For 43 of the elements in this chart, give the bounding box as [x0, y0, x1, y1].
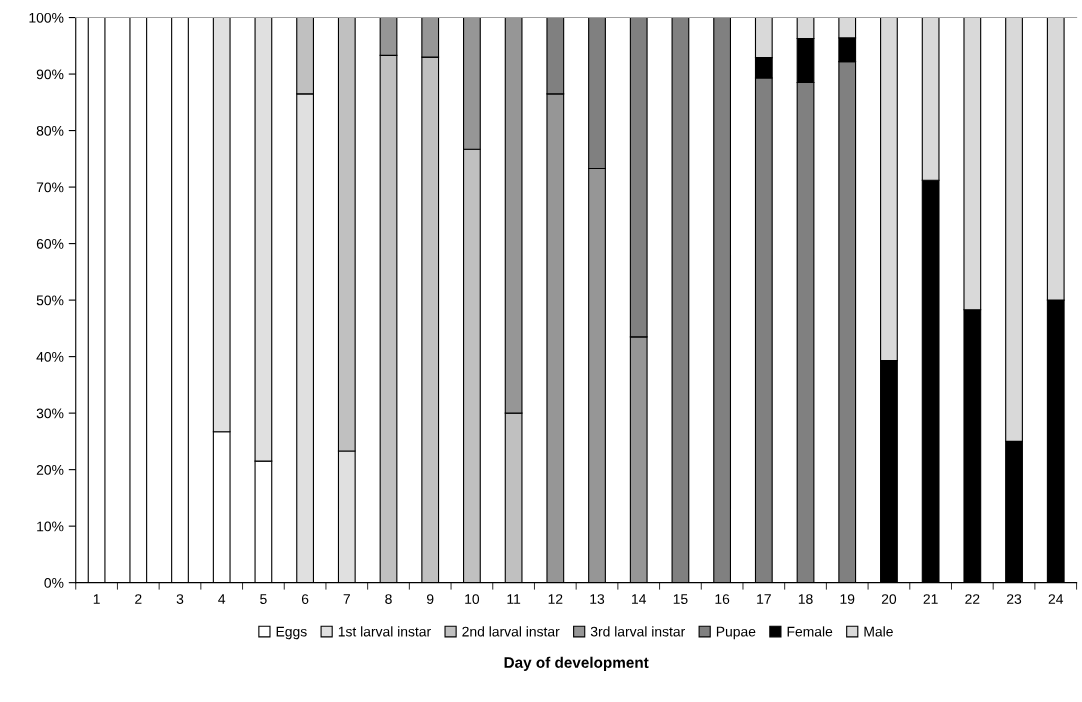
- legend-label: Pupae: [716, 626, 756, 640]
- legend-label: Female: [787, 626, 833, 637]
- x-tick-label: 14: [632, 594, 647, 604]
- x-tick-label: 13: [590, 594, 605, 604]
- y-tick-label: 70%: [36, 182, 64, 193]
- legend-label: Eggs: [276, 626, 307, 640]
- legend-label: 1st larval instar: [338, 626, 431, 637]
- x-tick-label: 17: [757, 594, 771, 604]
- legend-label: Male: [864, 626, 893, 637]
- y-tick-label: 100%: [29, 12, 64, 23]
- x-tick-label: 8: [385, 594, 392, 604]
- x-tick-label: 6: [301, 594, 309, 604]
- x-tick-label: 12: [548, 594, 563, 604]
- x-tick-label: 15: [673, 594, 688, 604]
- x-tick-label: 21: [923, 594, 938, 604]
- x-tick-label: 24: [1048, 594, 1064, 604]
- x-tick-label: 20: [881, 594, 897, 604]
- x-axis-title: Day of development: [504, 656, 649, 671]
- legend-label: 3rd larval instar: [590, 626, 685, 637]
- x-tick-label: 9: [427, 594, 434, 604]
- x-tick-label: 4: [218, 594, 226, 604]
- x-tick-label: 10: [465, 594, 480, 604]
- x-tick-label: 3: [176, 594, 184, 604]
- y-tick-label: 20%: [36, 464, 64, 475]
- y-tick-label: 50%: [36, 295, 64, 306]
- x-tick-label: 1: [93, 594, 100, 604]
- x-tick-label: 5: [260, 594, 267, 604]
- y-tick-label: 80%: [36, 125, 64, 136]
- y-tick-label: 30%: [36, 408, 64, 419]
- y-tick-label: 60%: [36, 238, 64, 249]
- y-tick-label: 10%: [37, 521, 64, 532]
- y-tick-label: 90%: [36, 69, 64, 80]
- y-tick-label: 0%: [44, 577, 64, 588]
- x-tick-label: 11: [507, 594, 521, 604]
- x-tick-label: 22: [965, 594, 980, 604]
- y-tick-label: 40%: [36, 351, 64, 362]
- x-tick-label: 18: [798, 594, 813, 604]
- legend-label: 2nd larval instar: [462, 626, 560, 637]
- x-tick-label: 7: [343, 594, 350, 604]
- x-tick-label: 2: [135, 594, 142, 604]
- x-tick-label: 19: [840, 594, 855, 604]
- x-tick-label: 23: [1007, 594, 1022, 604]
- x-tick-label: 16: [715, 594, 730, 604]
